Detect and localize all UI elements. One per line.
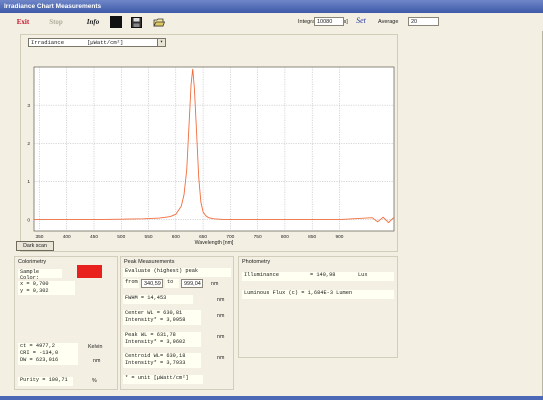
info-button[interactable]: Info (86, 18, 100, 26)
x-tick-label: 350 (35, 234, 43, 240)
from-input[interactable]: 340,59 (141, 279, 163, 288)
integration-time-input[interactable]: 10080 (314, 17, 344, 26)
y-tick-label: 3 (27, 103, 30, 109)
chevron-down-icon: ▾ (157, 39, 165, 46)
save-button[interactable] (130, 16, 143, 28)
x-tick-label: 500 (117, 234, 125, 240)
x-tick-label: 900 (335, 234, 343, 240)
purity-unit: % (92, 378, 97, 384)
window-title: Irradiance Chart Measurements (0, 0, 543, 13)
x-value: x = 0,700 (20, 281, 49, 287)
dw-value: DW = 623,016 (20, 357, 59, 363)
center-wl-block: Center WL = 630,81 Intensity* = 3,9958 (123, 310, 201, 325)
irradiance-chart: 350 400 450 500 550 600 650 700 750 800 850 900 0 1 2 3… (27, 66, 395, 246)
irradiance-series-line (34, 68, 395, 224)
illuminance-value: = 140,98 (310, 272, 336, 278)
x-tick-label: 850 (308, 234, 316, 240)
xy-coordinates: x = 0,700 y = 0,302 (18, 281, 75, 295)
x-tick-label: 600 (172, 234, 180, 240)
center-intensity-value: Intensity* = 3,9958 (125, 317, 186, 323)
save-icon (131, 16, 142, 28)
x-axis-label: Wavelength [nm] (195, 240, 234, 246)
colorimetry-title: Colorimetry (18, 259, 47, 265)
sample-color-swatch (77, 265, 102, 278)
unit-select-quantity: Irradiance (31, 39, 65, 46)
colorimetry-panel: Colorimetry Sample Color: x = 0,700 y = … (14, 256, 118, 390)
average-label: Average (378, 19, 399, 25)
illuminance-row: Illuminance = 140,98 Lux (242, 272, 394, 281)
evaluate-peak-label: Evaluate (highest) peak (123, 268, 231, 277)
centroid-intensity-value: Intensity* = 3,7933 (125, 360, 186, 366)
toolbar: Exit Stop Info Integration time [ms] 100… (0, 13, 543, 31)
y-tick-label: 0 (27, 217, 30, 223)
peak-measurements-panel: Peak Measurements Evaluate (highest) pea… (120, 256, 234, 390)
y-value: y = 0,302 (20, 288, 49, 294)
from-label: from (123, 279, 139, 288)
x-tick-label: 750 (254, 234, 262, 240)
peak-wl-block: Peak WL = 631,78 Intensity* = 3,9602 (123, 332, 201, 347)
y-tick-label: 1 (27, 179, 30, 185)
y-tick-label: 2 (27, 141, 30, 147)
photometry-title: Photometry (242, 259, 271, 265)
exit-button[interactable]: Exit (16, 18, 30, 26)
cri-value: CRI = -134,0 (20, 350, 59, 356)
centroid-wl-value: Centroid WL= 630,18 (125, 353, 186, 359)
x-tick-label: 450 (90, 234, 98, 240)
dark-scan-button[interactable]: Dark scan (16, 241, 54, 251)
unit-select[interactable]: Irradiance [µWatt/cm²] ▾ (28, 38, 166, 47)
illuminance-label: Illuminance (244, 272, 279, 278)
x-tick-label: 650 (199, 234, 207, 240)
to-label: to (165, 279, 179, 288)
taskbar-strip (0, 396, 543, 400)
peak-wl-unit: nm (217, 334, 225, 340)
center-wl-unit: nm (217, 313, 225, 319)
chart-frame (20, 34, 398, 252)
photometry-panel: Photometry Illuminance = 140,98 Lux Lumi… (238, 256, 398, 358)
ct-cri-dw-block: ct = 4977,2 CRI = -134,0 DW = 623,016 (18, 343, 78, 365)
fwhm-unit: nm (217, 297, 225, 303)
x-tick-label: 400 (63, 234, 71, 240)
x-tick-label: 550 (145, 234, 153, 240)
ct-value: ct = 4977,2 (20, 343, 55, 349)
peak-measurements-title: Peak Measurements (124, 259, 175, 265)
range-unit: nm (211, 281, 219, 287)
fwhm-value: FWHM = 14,453 (123, 295, 193, 304)
stop-button[interactable]: Stop (49, 18, 63, 26)
unit-footnote: * = unit [µWatt/cm²] (123, 375, 203, 384)
dw-unit: nm (93, 358, 101, 364)
center-wl-value: Center WL = 630,81 (125, 310, 183, 316)
purity-value: Purity = 100,71 (18, 377, 73, 386)
illuminance-unit: Lux (358, 272, 368, 278)
open-folder-icon (152, 18, 165, 26)
peak-wl-value: Peak WL = 631,78 (125, 332, 176, 338)
centroid-wl-unit: nm (217, 355, 225, 361)
centroid-wl-block: Centroid WL= 630,18 Intensity* = 3,7933 (123, 353, 201, 368)
black-square-button[interactable] (110, 16, 122, 28)
luminous-flux-value: Luminous Flux (c) = 1,684E-3 Lumen (242, 290, 394, 299)
x-tick-label: 700 (226, 234, 234, 240)
open-button[interactable] (152, 16, 165, 28)
average-input[interactable]: 20 (408, 17, 439, 26)
ct-unit: Kelvin (88, 344, 103, 350)
to-input[interactable]: 999,04 (181, 279, 203, 288)
peak-intensity-value: Intensity* = 3,9602 (125, 339, 186, 345)
unit-select-unit: [µWatt/cm²] (87, 39, 124, 46)
set-button[interactable]: Set (356, 16, 366, 25)
sample-color-label: Sample Color: (18, 269, 62, 281)
x-tick-label: 800 (281, 234, 289, 240)
